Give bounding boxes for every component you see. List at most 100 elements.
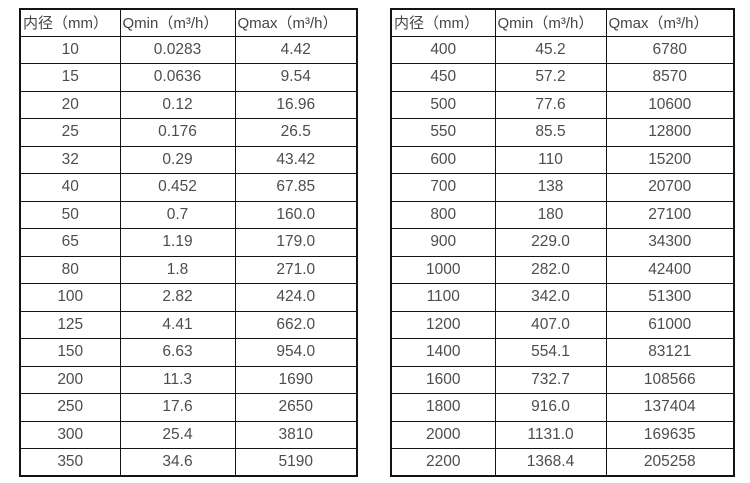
col-header-qmin: Qmin（m³/h）	[119, 8, 236, 37]
diameter-cell: 1400	[390, 338, 496, 367]
qmin-cell: 34.6	[119, 448, 236, 477]
table-row: 300 25.4 3810	[19, 420, 358, 449]
table-row: 600 110 15200	[390, 145, 735, 174]
qmax-cell: 3810	[234, 420, 358, 449]
qmin-cell: 1.8	[119, 255, 236, 284]
flow-spec-table-large: 内径（mm） Qmin（m³/h） Qmax（m³/h） 400 45.2 6780…	[390, 8, 735, 477]
qmax-cell: 4.42	[234, 35, 358, 64]
header-row: 内径（mm） Qmin（m³/h） Qmax（m³/h）	[390, 8, 735, 37]
table-row: 65 1.19 179.0	[19, 228, 358, 257]
col-header-diameter: 内径（mm）	[19, 8, 121, 37]
qmin-cell: 25.4	[119, 420, 236, 449]
qmax-cell: 5190	[234, 448, 358, 477]
qmax-cell: 1690	[234, 365, 358, 394]
qmax-cell: 169635	[605, 420, 735, 449]
qmax-cell: 61000	[605, 310, 735, 339]
qmin-cell: 1.19	[119, 228, 236, 257]
diameter-cell: 1600	[390, 365, 496, 394]
diameter-cell: 600	[390, 145, 496, 174]
col-header-qmin: Qmin（m³/h）	[494, 8, 607, 37]
diameter-cell: 150	[19, 338, 121, 367]
qmax-cell: 67.85	[234, 173, 358, 202]
table-row: 2000 1131.0 169635	[390, 420, 735, 449]
qmin-cell: 17.6	[119, 393, 236, 422]
diameter-cell: 400	[390, 35, 496, 64]
table-row: 150 6.63 954.0	[19, 338, 358, 367]
qmax-cell: 9.54	[234, 63, 358, 92]
diameter-cell: 125	[19, 310, 121, 339]
diameter-cell: 15	[19, 63, 121, 92]
table-row: 50 0.7 160.0	[19, 200, 358, 229]
qmin-cell: 4.41	[119, 310, 236, 339]
qmin-cell: 732.7	[494, 365, 607, 394]
table-row: 1800 916.0 137404	[390, 393, 735, 422]
qmax-cell: 954.0	[234, 338, 358, 367]
qmin-cell: 2.82	[119, 283, 236, 312]
qmin-cell: 57.2	[494, 63, 607, 92]
table-row: 550 85.5 12800	[390, 118, 735, 147]
table-row: 25 0.176 26.5	[19, 118, 358, 147]
table-row: 800 180 27100	[390, 200, 735, 229]
diameter-cell: 900	[390, 228, 496, 257]
table-row: 15 0.0636 9.54	[19, 63, 358, 92]
table-row: 200 11.3 1690	[19, 365, 358, 394]
diameter-cell: 1000	[390, 255, 496, 284]
diameter-cell: 450	[390, 63, 496, 92]
qmax-cell: 83121	[605, 338, 735, 367]
table-row: 700 138 20700	[390, 173, 735, 202]
qmax-cell: 27100	[605, 200, 735, 229]
diameter-cell: 1200	[390, 310, 496, 339]
flow-spec-table-small: 内径（mm） Qmin（m³/h） Qmax（m³/h） 10 0.0283 4.4…	[19, 8, 358, 477]
qmin-cell: 916.0	[494, 393, 607, 422]
table-row: 80 1.8 271.0	[19, 255, 358, 284]
qmin-cell: 407.0	[494, 310, 607, 339]
qmin-cell: 0.12	[119, 90, 236, 119]
qmin-cell: 282.0	[494, 255, 607, 284]
diameter-cell: 20	[19, 90, 121, 119]
diameter-cell: 10	[19, 35, 121, 64]
col-header-diameter: 内径（mm）	[390, 8, 496, 37]
qmin-cell: 85.5	[494, 118, 607, 147]
qmin-cell: 138	[494, 173, 607, 202]
qmin-cell: 180	[494, 200, 607, 229]
table-row: 450 57.2 8570	[390, 63, 735, 92]
qmax-cell: 15200	[605, 145, 735, 174]
qmax-cell: 2650	[234, 393, 358, 422]
diameter-cell: 50	[19, 200, 121, 229]
qmin-cell: 6.63	[119, 338, 236, 367]
table-row: 1000 282.0 42400	[390, 255, 735, 284]
qmin-cell: 45.2	[494, 35, 607, 64]
qmax-cell: 43.42	[234, 145, 358, 174]
table-row: 10 0.0283 4.42	[19, 35, 358, 64]
diameter-cell: 700	[390, 173, 496, 202]
diameter-cell: 800	[390, 200, 496, 229]
table-row: 1600 732.7 108566	[390, 365, 735, 394]
diameter-cell: 40	[19, 173, 121, 202]
diameter-cell: 25	[19, 118, 121, 147]
qmin-cell: 1131.0	[494, 420, 607, 449]
qmin-cell: 229.0	[494, 228, 607, 257]
qmax-cell: 12800	[605, 118, 735, 147]
table-row: 1200 407.0 61000	[390, 310, 735, 339]
qmin-cell: 0.29	[119, 145, 236, 174]
table-row: 350 34.6 5190	[19, 448, 358, 477]
qmin-cell: 554.1	[494, 338, 607, 367]
table-row: 100 2.82 424.0	[19, 283, 358, 312]
qmax-cell: 6780	[605, 35, 735, 64]
qmax-cell: 179.0	[234, 228, 358, 257]
qmax-cell: 10600	[605, 90, 735, 119]
qmax-cell: 160.0	[234, 200, 358, 229]
qmax-cell: 51300	[605, 283, 735, 312]
qmax-cell: 34300	[605, 228, 735, 257]
table-row: 500 77.6 10600	[390, 90, 735, 119]
diameter-cell: 100	[19, 283, 121, 312]
col-header-qmax: Qmax（m³/h）	[234, 8, 358, 37]
table-row: 900 229.0 34300	[390, 228, 735, 257]
qmax-cell: 205258	[605, 448, 735, 477]
diameter-cell: 550	[390, 118, 496, 147]
qmax-cell: 662.0	[234, 310, 358, 339]
diameter-cell: 200	[19, 365, 121, 394]
diameter-cell: 2200	[390, 448, 496, 477]
table-row: 20 0.12 16.96	[19, 90, 358, 119]
qmin-cell: 0.0283	[119, 35, 236, 64]
